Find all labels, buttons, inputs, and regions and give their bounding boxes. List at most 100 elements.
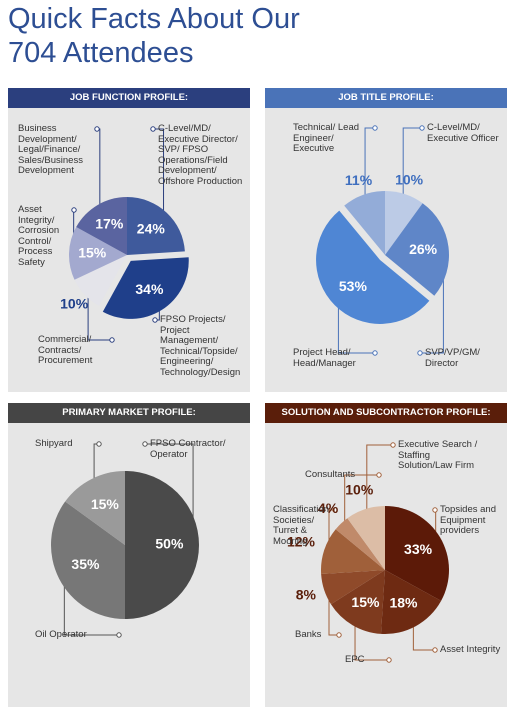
category-label: SVP/VP/GM/ Director (425, 347, 480, 369)
pie-slice (321, 570, 385, 605)
pie-slice (335, 518, 385, 570)
chart-title: PRIMARY MARKET PROFILE: (8, 403, 250, 423)
value-label: 17% (95, 216, 124, 232)
leader-line (366, 444, 393, 515)
page-title: Quick Facts About Our 704 Attendees (8, 3, 300, 69)
leader-line (402, 127, 422, 200)
leader-line (145, 443, 194, 545)
leader-dot (432, 507, 438, 513)
leader-lines (337, 125, 444, 356)
value-label: 4% (318, 500, 339, 516)
pie-slice (76, 197, 127, 255)
category-label: Consultants (305, 469, 356, 480)
leader-line (364, 127, 375, 200)
pie-slice (385, 203, 449, 296)
category-label: Shipyard (35, 438, 73, 449)
leader-dot (71, 207, 77, 213)
leader-line (337, 301, 375, 354)
category-label: Commercial/ Contracts/ Procurement (38, 334, 93, 366)
value-label: 34% (135, 281, 164, 297)
pie-slice (65, 471, 125, 545)
value-label: 15% (351, 594, 380, 610)
leader-line (354, 620, 389, 661)
category-label: Asset Integrity/ Corrosion Control/ Proc… (18, 204, 60, 268)
category-label: FPSO Contractor/ Operator (150, 438, 226, 460)
pie-slice (68, 227, 127, 280)
value-label: 26% (409, 241, 438, 257)
value-label: 53% (339, 278, 368, 294)
pie-slice (74, 255, 127, 306)
leader-line (328, 588, 339, 636)
leader-line (97, 128, 101, 210)
value-label: 35% (71, 556, 100, 572)
pie-slice (385, 506, 449, 601)
pie-slice (51, 501, 125, 619)
leader-lines (63, 441, 194, 638)
category-label: Banks (295, 629, 322, 640)
leader-lines (71, 126, 165, 343)
category-label: Business Development/ Legal/Finance/ Sal… (18, 123, 83, 176)
leader-dot (432, 647, 438, 653)
value-label: 10% (345, 482, 374, 498)
leader-dot (419, 125, 425, 131)
pie-slice (344, 191, 385, 255)
value-label: 10% (395, 171, 424, 187)
pie-slice (127, 197, 185, 255)
leader-line (87, 291, 112, 341)
value-label: 18% (389, 594, 418, 610)
category-label: Executive Search / Staffing Solution/Law… (398, 439, 478, 471)
pie-slice (102, 257, 189, 319)
chart-title: JOB TITLE PROFILE: (265, 88, 507, 108)
value-label: 24% (137, 220, 166, 236)
leader-dot (386, 657, 392, 663)
pie-slice (380, 570, 442, 634)
leader-dot (417, 350, 423, 356)
leader-lines (328, 442, 438, 663)
value-label: 50% (155, 536, 184, 552)
leader-dot (372, 125, 378, 131)
leader-dot (96, 441, 102, 447)
category-label: Oil Operator (35, 629, 87, 640)
chart-panel: JOB TITLE PROFILE: 10% 26% 53% 11% C-Level/MD… (265, 88, 507, 392)
leader-dot (332, 507, 338, 513)
value-label: 10% (60, 295, 89, 311)
chart: 10% 26% 53% 11% (316, 125, 449, 356)
leader-line (412, 621, 435, 651)
category-label: C-Level/MD/ Executive Officer (427, 122, 499, 144)
category-label: C-Level/MD/ Executive Director/ SVP/ FPS… (158, 123, 243, 187)
leader-dot (336, 632, 342, 638)
leader-line (344, 474, 379, 528)
value-label: 33% (404, 541, 433, 557)
chart-panel: SOLUTION AND SUBCONTRACTOR PROFILE: 33% 18… (265, 403, 507, 707)
value-label: 11% (345, 172, 373, 188)
pie-slice (330, 570, 385, 634)
category-label: Technical/ Lead Engineer/ Executive (293, 122, 360, 154)
leader-dot (152, 317, 158, 323)
pie-slice (321, 529, 385, 575)
leader-dot (109, 337, 115, 343)
category-label: FPSO Projects/ Project Management/ Techn… (160, 314, 241, 378)
value-label: 15% (78, 245, 107, 261)
chart: 33% 18% 15% 8% 12% 4% 10% (287, 442, 449, 663)
leader-dot (94, 126, 100, 132)
value-label: 8% (296, 586, 317, 602)
chart: 50% 35% 15% (51, 441, 199, 638)
leader-line (63, 575, 119, 636)
chart-title: SOLUTION AND SUBCONTRACTOR PROFILE: (265, 403, 507, 423)
chart-panel: PRIMARY MARKET PROFILE: 50% 35% 15% FPSO Con… (8, 403, 250, 707)
leader-line (420, 247, 444, 354)
leader-line (153, 128, 165, 217)
pie-slice (385, 191, 423, 255)
leader-dot (376, 472, 382, 478)
category-label: Topsides and Equipment providers (440, 504, 496, 536)
category-label: Asset Integrity (440, 644, 501, 655)
pie-slice (347, 506, 385, 570)
value-label: 12% (287, 533, 316, 549)
value-label: 15% (91, 496, 120, 512)
category-label: Project Head/ Head/Manager (293, 347, 356, 369)
pie-slice (125, 471, 199, 619)
leader-dot (142, 441, 148, 447)
category-label: EPC (345, 654, 365, 665)
chart: 24% 34% 10% 15% 17% (60, 126, 189, 343)
